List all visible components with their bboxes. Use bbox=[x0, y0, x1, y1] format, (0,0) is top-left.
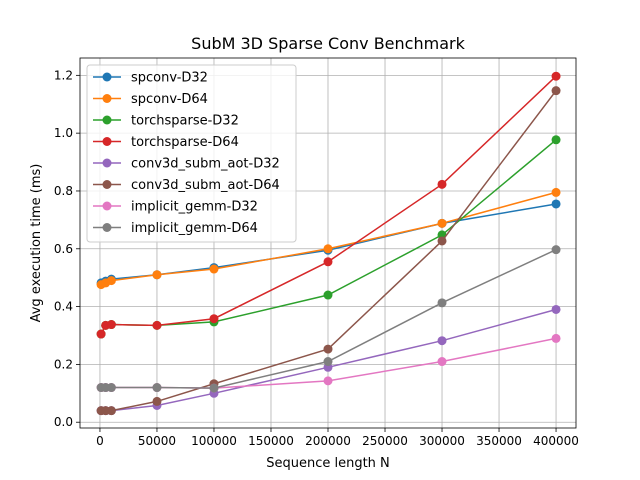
data-point bbox=[437, 179, 447, 189]
data-point bbox=[106, 383, 116, 393]
y-tick-label: 1.2 bbox=[54, 68, 73, 82]
data-point bbox=[152, 270, 162, 280]
legend-item: torchsparse-D64 bbox=[93, 135, 239, 150]
data-point bbox=[551, 71, 561, 81]
y-tick-label: 0.0 bbox=[54, 415, 73, 429]
data-point bbox=[152, 396, 162, 406]
x-tick-label: 400000 bbox=[533, 434, 579, 448]
legend-label: spconv-D64 bbox=[131, 92, 208, 107]
data-point bbox=[106, 406, 116, 416]
data-point bbox=[106, 276, 116, 286]
legend-label: implicit_gemm-D64 bbox=[131, 221, 258, 236]
data-point bbox=[323, 344, 333, 354]
data-point bbox=[551, 135, 561, 145]
y-tick-label: 0.4 bbox=[54, 300, 73, 314]
data-point bbox=[437, 236, 447, 246]
series-spconv-D64 bbox=[96, 187, 561, 290]
data-point bbox=[106, 320, 116, 330]
x-tick-label: 350000 bbox=[476, 434, 522, 448]
chart-title: SubM 3D Sparse Conv Benchmark bbox=[191, 34, 465, 53]
y-tick-label: 0.2 bbox=[54, 357, 73, 371]
legend-marker bbox=[102, 72, 112, 82]
y-tick-label: 1.0 bbox=[54, 126, 73, 140]
legend-item: spconv-D32 bbox=[93, 71, 208, 86]
legend-label: conv3d_subm_aot-D32 bbox=[131, 157, 280, 172]
axis-ticks: 0 50000 100000 150000 200000 250000 300000 3500… bbox=[54, 68, 579, 448]
legend-marker bbox=[102, 180, 112, 189]
legend-box bbox=[86, 64, 297, 243]
legend-marker bbox=[102, 223, 112, 232]
legend: spconv-D32 spconv-D64 torchsparse-D32 torch… bbox=[86, 64, 297, 243]
x-axis-label: Sequence length N bbox=[266, 456, 390, 471]
legend-marker bbox=[102, 201, 112, 211]
data-point bbox=[323, 244, 333, 254]
data-point bbox=[209, 314, 219, 324]
data-point bbox=[209, 383, 219, 393]
x-tick-label: 300000 bbox=[419, 434, 465, 448]
data-point bbox=[152, 383, 162, 393]
data-point bbox=[152, 320, 162, 330]
legend-item: conv3d_subm_aot-D64 bbox=[93, 178, 280, 193]
legend-marker bbox=[102, 137, 112, 146]
legend-label: spconv-D32 bbox=[131, 71, 208, 86]
data-point bbox=[437, 336, 447, 346]
legend-item: conv3d_subm_aot-D32 bbox=[93, 157, 280, 172]
legend-label: conv3d_subm_aot-D64 bbox=[131, 178, 280, 193]
data-point bbox=[551, 199, 561, 209]
x-tick-label: 0 bbox=[96, 434, 104, 448]
data-point bbox=[551, 245, 561, 255]
legend-item: spconv-D64 bbox=[93, 92, 208, 107]
legend-marker bbox=[102, 94, 112, 103]
legend-item: implicit_gemm-D64 bbox=[93, 221, 258, 236]
data-point bbox=[437, 357, 447, 367]
data-point bbox=[551, 86, 561, 96]
y-tick-label: 0.6 bbox=[54, 242, 73, 256]
series-torchsparse-D64 bbox=[96, 71, 561, 339]
data-point bbox=[551, 187, 561, 197]
legend-marker bbox=[102, 115, 112, 125]
x-tick-label: 150000 bbox=[248, 434, 294, 448]
data-point bbox=[551, 333, 561, 343]
legend-label: torchsparse-D32 bbox=[131, 114, 239, 129]
legend-marker bbox=[102, 158, 112, 168]
y-tick-label: 0.8 bbox=[54, 184, 73, 198]
data-point bbox=[323, 376, 333, 386]
data-point bbox=[437, 218, 447, 228]
series-conv3d_subm_aot-D64 bbox=[96, 86, 561, 416]
data-point bbox=[209, 264, 219, 274]
data-point bbox=[551, 304, 561, 314]
x-tick-label: 100000 bbox=[191, 434, 237, 448]
data-point bbox=[323, 290, 333, 300]
legend-label: implicit_gemm-D32 bbox=[131, 200, 258, 215]
legend-label: torchsparse-D64 bbox=[131, 135, 239, 150]
legend-item: implicit_gemm-D32 bbox=[93, 200, 258, 215]
series-implicit_gemm-D64 bbox=[96, 245, 561, 393]
x-tick-label: 50000 bbox=[138, 434, 176, 448]
data-point bbox=[96, 329, 106, 339]
x-tick-label: 250000 bbox=[362, 434, 408, 448]
legend-item: torchsparse-D32 bbox=[93, 114, 239, 129]
x-tick-label: 200000 bbox=[305, 434, 351, 448]
data-point bbox=[323, 357, 333, 367]
y-axis-label: Avg execution time (ms) bbox=[29, 164, 44, 323]
series-layer bbox=[96, 71, 561, 416]
data-point bbox=[437, 298, 447, 308]
data-point bbox=[323, 257, 333, 267]
